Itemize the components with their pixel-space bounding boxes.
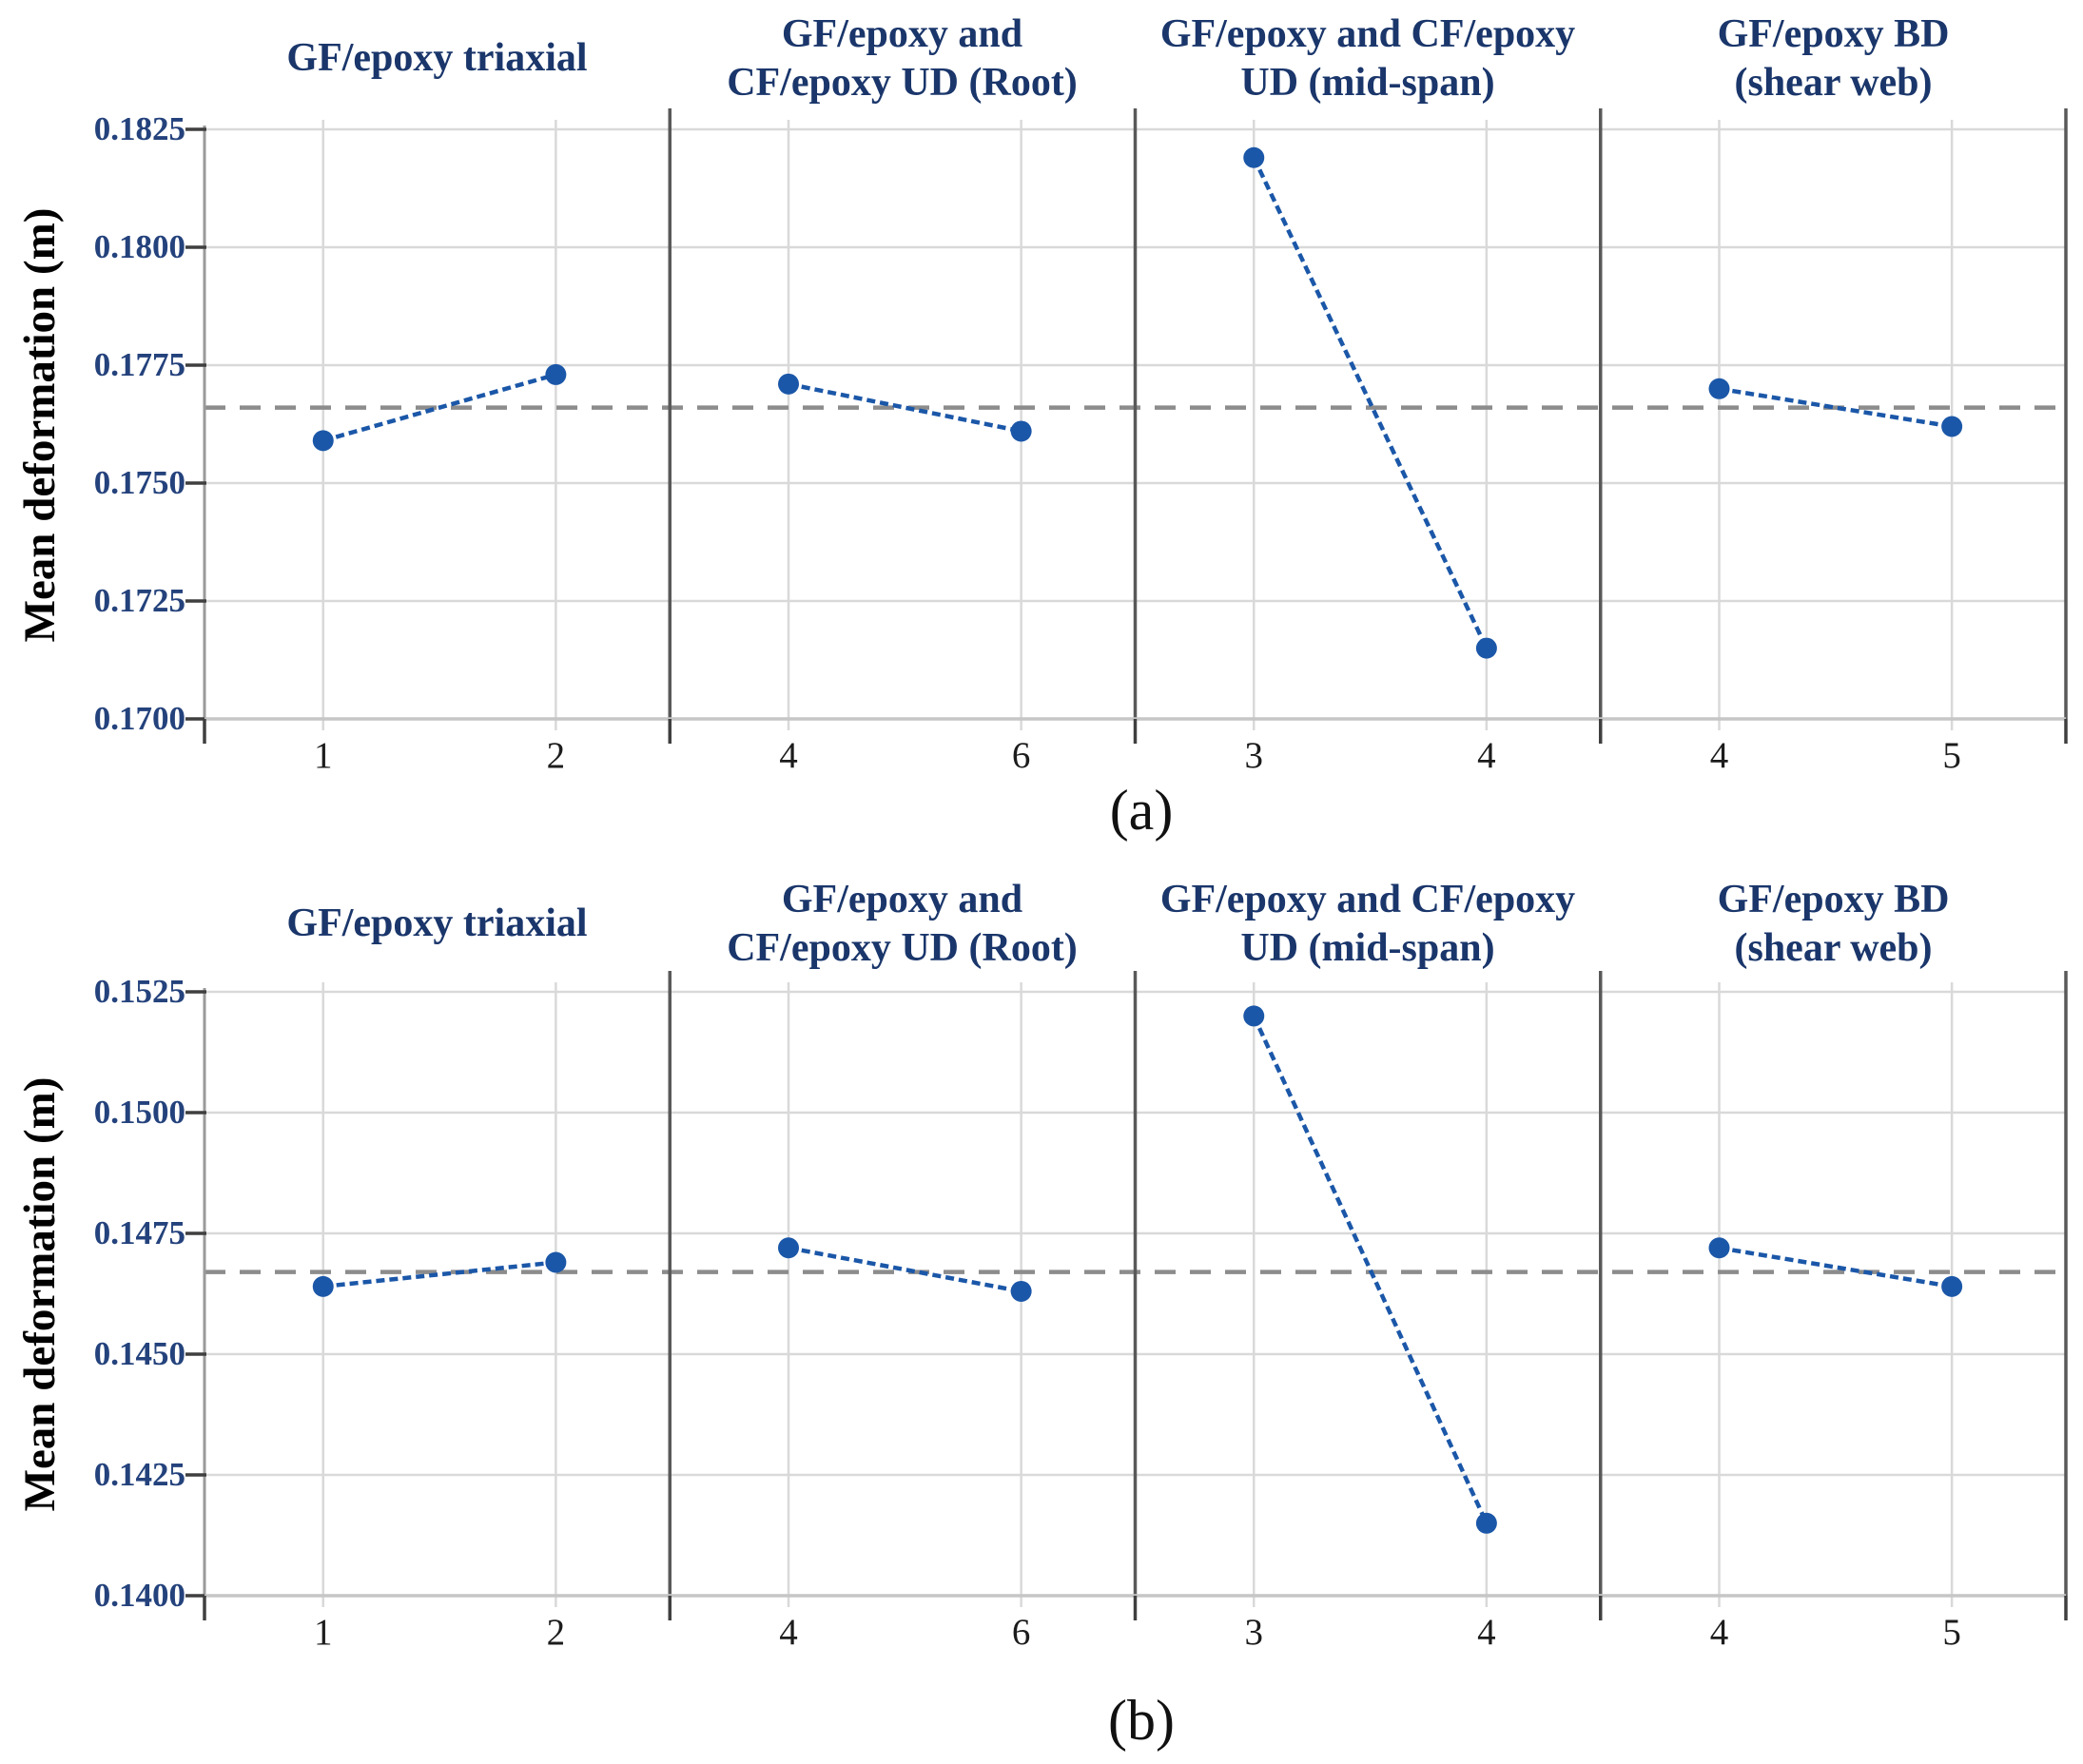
x-tick-label: 1 xyxy=(314,735,333,776)
data-point-marker xyxy=(1941,1275,1963,1297)
y-tick-label: 0.1700 xyxy=(93,700,185,737)
subfigure-label-b: (b) xyxy=(1108,1689,1175,1752)
y-tick-label: 0.1400 xyxy=(93,1577,185,1614)
x-tick-label: 3 xyxy=(1244,1612,1264,1653)
y-axis-title-a: Mean deformation (m) xyxy=(15,207,65,643)
panel-title-b-1: GF/epoxy triaxial xyxy=(286,901,588,946)
panel-title-a-2: GF/epoxy and CF/epoxy UD (Root) xyxy=(727,11,1078,105)
y-tick-label: 0.1450 xyxy=(93,1335,185,1372)
data-point-marker xyxy=(545,1251,567,1273)
data-point-marker xyxy=(778,373,800,395)
x-tick-label: 4 xyxy=(779,1612,798,1653)
data-point-marker xyxy=(1708,1237,1730,1259)
data-point-marker xyxy=(1243,146,1265,168)
x-tick-label: 5 xyxy=(1942,735,1961,776)
series-line xyxy=(788,1246,1022,1294)
y-tick-label: 0.1750 xyxy=(93,464,185,501)
x-tick-label: 6 xyxy=(1011,735,1031,776)
x-tick-label: 4 xyxy=(1709,1612,1729,1653)
y-tick-label: 0.1525 xyxy=(93,973,185,1010)
data-point-marker xyxy=(312,430,334,452)
x-tick-label: 2 xyxy=(546,735,566,776)
x-tick-label: 1 xyxy=(314,1612,333,1653)
series-line xyxy=(322,372,556,443)
y-tick-label: 0.1725 xyxy=(93,582,185,619)
y-tick-label: 0.1425 xyxy=(93,1456,185,1493)
data-point-marker xyxy=(1010,420,1032,442)
y-axis-title-b: Mean deformation (m) xyxy=(15,1076,65,1512)
panel-title-b-3: GF/epoxy and CF/epoxy UD (mid-span) xyxy=(1159,877,1576,970)
data-point-marker xyxy=(1010,1280,1032,1302)
data-point-marker xyxy=(1475,637,1497,659)
panel-title-a-1: GF/epoxy triaxial xyxy=(286,36,588,81)
x-tick-label: 3 xyxy=(1244,735,1264,776)
panel-title-b-4: GF/epoxy BD (shear web) xyxy=(1717,877,1950,970)
x-tick-label: 4 xyxy=(779,735,798,776)
data-point-marker xyxy=(1243,1005,1265,1027)
y-tick-label: 0.1500 xyxy=(93,1094,185,1131)
data-point-marker xyxy=(1475,1512,1497,1534)
data-point-marker xyxy=(312,1275,334,1297)
x-tick-label: 6 xyxy=(1011,1612,1031,1653)
data-point-marker xyxy=(545,363,567,385)
x-tick-label: 4 xyxy=(1477,735,1496,776)
x-tick-label: 4 xyxy=(1709,735,1729,776)
panel-title-b-2: GF/epoxy and CF/epoxy UD (Root) xyxy=(727,877,1078,970)
data-point-marker xyxy=(1941,416,1963,437)
y-tick-label: 0.1825 xyxy=(93,110,185,147)
y-tick-label: 0.1775 xyxy=(93,346,185,383)
y-tick-label: 0.1800 xyxy=(93,228,185,265)
x-tick-label: 5 xyxy=(1942,1612,1961,1653)
panel-title-a-3: GF/epoxy and CF/epoxy UD (mid-span) xyxy=(1159,11,1576,105)
series-line xyxy=(1719,1246,1953,1289)
subfigure-label-a: (a) xyxy=(1109,779,1174,842)
series-line xyxy=(1252,1015,1489,1524)
y-tick-label: 0.1475 xyxy=(93,1214,185,1251)
panel-title-a-4: GF/epoxy BD (shear web) xyxy=(1717,11,1950,105)
x-tick-label: 4 xyxy=(1477,1612,1496,1653)
x-tick-label: 2 xyxy=(546,1612,566,1653)
series-line xyxy=(322,1260,556,1289)
data-point-marker xyxy=(1708,378,1730,399)
data-point-marker xyxy=(778,1237,800,1259)
series-line xyxy=(1252,156,1489,649)
